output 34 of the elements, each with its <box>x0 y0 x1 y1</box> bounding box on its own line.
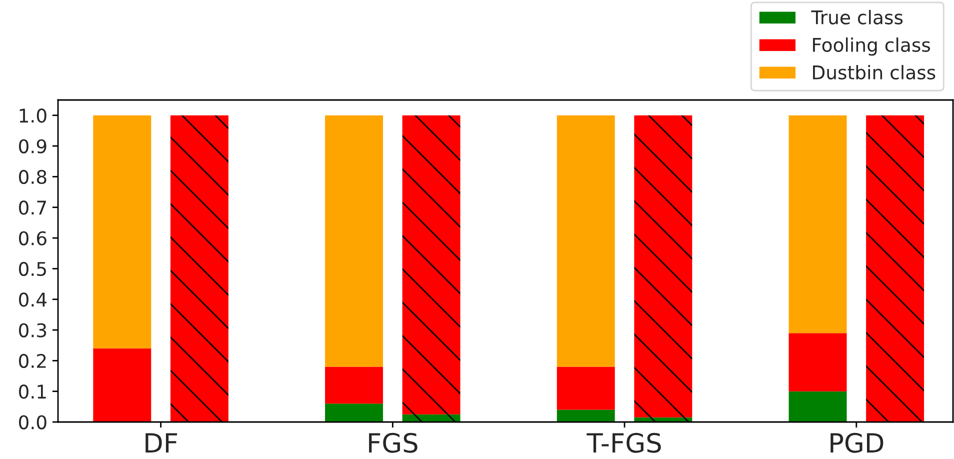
y-tick-label: 0.6 <box>19 231 46 246</box>
bar <box>788 391 847 422</box>
bar <box>788 115 847 334</box>
bar <box>866 115 924 422</box>
bar <box>402 115 460 414</box>
bar <box>170 115 228 422</box>
legend-label: Dustbin class <box>813 64 936 80</box>
bar <box>634 115 692 418</box>
bar <box>93 115 152 348</box>
bar <box>788 333 847 392</box>
x-tick-label: T-FGS <box>586 432 661 453</box>
bar <box>556 410 615 422</box>
y-tick-label: 0.2 <box>19 354 46 368</box>
bar <box>325 115 383 367</box>
legend-label: True class <box>811 10 903 24</box>
bar <box>325 404 383 422</box>
y-tick-label: 0.1 <box>19 384 46 399</box>
y-tick-label: 0.3 <box>19 323 46 338</box>
x-tick-label: FGS <box>369 432 418 453</box>
y-tick-label: 0.4 <box>19 292 47 307</box>
x-tick-label: DF <box>146 433 178 452</box>
legend-label: Fooling class <box>813 37 930 56</box>
y-tick-label: 0.9 <box>19 139 46 154</box>
bar <box>325 366 383 404</box>
bar <box>93 348 152 422</box>
x-tick-label: PGD <box>830 432 884 453</box>
y-tick-label: 0.5 <box>19 262 46 276</box>
bar <box>402 414 460 422</box>
y-tick-label: 1.0 <box>20 108 46 123</box>
y-tick-label: 0.0 <box>19 415 46 430</box>
bar <box>556 115 615 367</box>
y-tick-label: 0.7 <box>19 200 46 215</box>
bar <box>556 366 615 410</box>
y-tick-label: 0.8 <box>19 170 46 184</box>
